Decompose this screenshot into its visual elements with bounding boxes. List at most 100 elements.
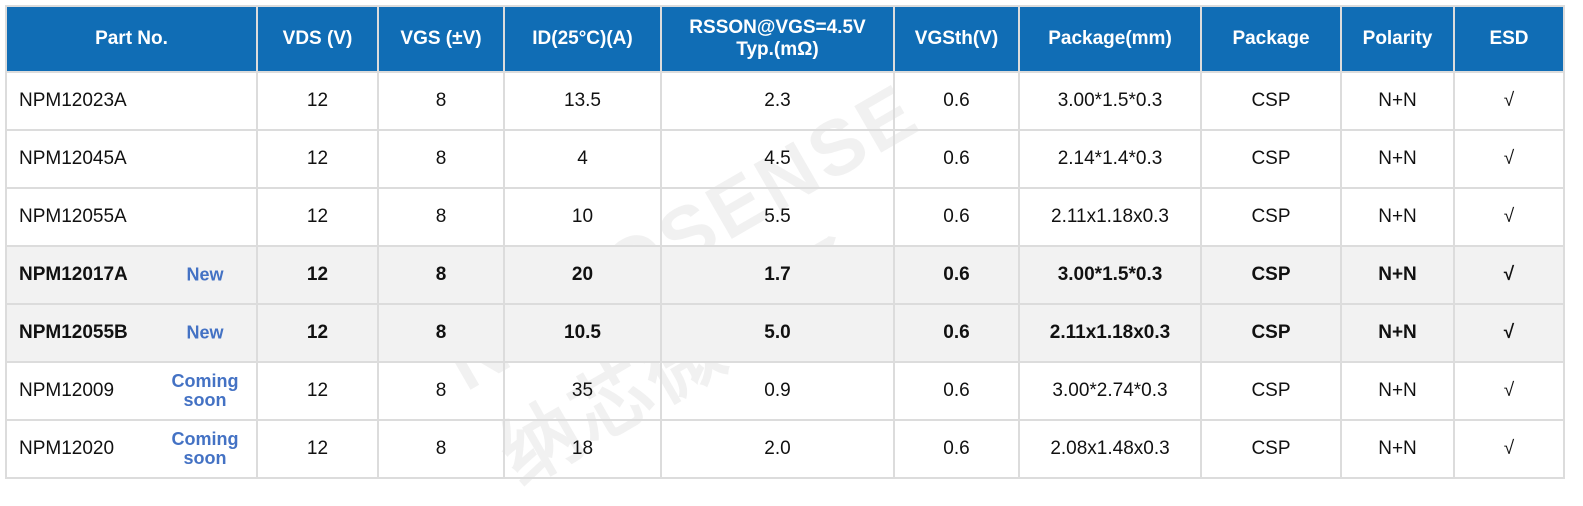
part-number-cell: NPM12055A [5,187,258,247]
table-row: NPM12055A 12 8 10 5.5 0.6 2.11x1.18x0.3 CSP N+N √ [5,187,1565,247]
table-cell: √ [1453,361,1565,421]
table-cell: 2.08x1.48x0.3 [1018,419,1202,479]
part-number-cell: NPM12017A New [5,245,258,305]
part-number-cell: NPM12020 Coming soon [5,419,258,479]
status-badge: Coming soon [171,371,239,410]
table-cell: 8 [377,245,505,305]
column-header: Package [1200,5,1342,73]
table-cell: 0.6 [893,361,1020,421]
table-cell: N+N [1340,245,1455,305]
table-cell: √ [1453,187,1565,247]
table-row: NPM12009 Coming soon 12 8 35 0.9 0.6 3.00*2.74*… [5,361,1565,421]
table-row: NPM12023A 12 8 13.5 2.3 0.6 3.00*1.5*0.3 CSP N+N… [5,71,1565,131]
part-number: NPM12055B [19,322,128,343]
header-row: Part No. VDS (V) VGS (±V) ID(25°C)(A) RSSON@… [5,5,1565,73]
table-cell: √ [1453,71,1565,131]
table-cell: 12 [256,419,379,479]
table-cell: CSP [1200,129,1342,189]
table-cell: CSP [1200,71,1342,131]
part-number-cell: NPM12009 Coming soon [5,361,258,421]
table-cell: 13.5 [503,71,662,131]
table-cell: 3.00*1.5*0.3 [1018,245,1202,305]
table-cell: 35 [503,361,662,421]
table-cell: 3.00*1.5*0.3 [1018,71,1202,131]
part-number: NPM12017A [19,264,128,285]
table-cell: 12 [256,245,379,305]
table-cell: 20 [503,245,662,305]
table-cell: 0.6 [893,129,1020,189]
table-cell: √ [1453,129,1565,189]
part-number: NPM12020 [19,438,115,459]
part-number: NPM12009 [19,380,115,401]
table-cell: 8 [377,419,505,479]
table-cell: 12 [256,129,379,189]
table-row: NPM12017A New 12 8 20 1.7 0.6 3.00*1.5*0.3 CSP N+… [5,245,1565,305]
column-header: VDS (V) [256,5,379,73]
table-cell: 1.7 [660,245,895,305]
part-number: NPM12055A [19,206,127,227]
table-row: NPM12020 Coming soon 12 8 18 2.0 0.6 2.08x1.48x… [5,419,1565,479]
table-cell: 2.3 [660,71,895,131]
table-cell: CSP [1200,245,1342,305]
table-cell: 4.5 [660,129,895,189]
part-number: NPM12045A [19,148,127,169]
table-cell: 0.6 [893,303,1020,363]
table-cell: N+N [1340,71,1455,131]
table-cell: 0.6 [893,187,1020,247]
table-cell: 5.5 [660,187,895,247]
table-cell: 0.6 [893,245,1020,305]
table-cell: N+N [1340,303,1455,363]
table-cell: CSP [1200,361,1342,421]
column-header: ID(25°C)(A) [503,5,662,73]
table-cell: 0.6 [893,419,1020,479]
table-cell: 12 [256,361,379,421]
table-cell: 12 [256,71,379,131]
table-cell: √ [1453,419,1565,479]
part-number-cell: NPM12055B New [5,303,258,363]
column-header: RSSON@VGS=4.5V Typ.(mΩ) [660,5,895,73]
table-cell: 12 [256,187,379,247]
status-badge: Coming soon [171,429,239,468]
table-cell: CSP [1200,303,1342,363]
table-cell: N+N [1340,419,1455,479]
table-cell: 0.9 [660,361,895,421]
column-header: Package(mm) [1018,5,1202,73]
table-cell: √ [1453,303,1565,363]
table-cell: N+N [1340,187,1455,247]
table-cell: 5.0 [660,303,895,363]
table-cell: CSP [1200,419,1342,479]
table-cell: 8 [377,187,505,247]
table-cell: 12 [256,303,379,363]
table-cell: 10.5 [503,303,662,363]
table-cell: 3.00*2.74*0.3 [1018,361,1202,421]
table-cell: √ [1453,245,1565,305]
table-cell: 8 [377,129,505,189]
table-cell: 2.11x1.18x0.3 [1018,303,1202,363]
table-cell: 8 [377,361,505,421]
table-cell: 0.6 [893,71,1020,131]
table-cell: 8 [377,303,505,363]
part-number: NPM12023A [19,90,127,111]
column-header: Polarity [1340,5,1455,73]
table-cell: CSP [1200,187,1342,247]
part-number-cell: NPM12045A [5,129,258,189]
table-cell: N+N [1340,129,1455,189]
table-cell: 10 [503,187,662,247]
product-table: Part No. VDS (V) VGS (±V) ID(25°C)(A) RSSON@… [5,5,1565,479]
table-row: NPM12055B New 12 8 10.5 5.0 0.6 2.11x1.18x0.3 CS… [5,303,1565,363]
table-row: NPM12045A 12 8 4 4.5 0.6 2.14*1.4*0.3 CSP N+N √ [5,129,1565,189]
table-cell: N+N [1340,361,1455,421]
table-cell: 4 [503,129,662,189]
column-header: Part No. [5,5,258,73]
table-cell: 2.11x1.18x0.3 [1018,187,1202,247]
column-header: VGS (±V) [377,5,505,73]
table-cell: 2.0 [660,419,895,479]
part-number-cell: NPM12023A [5,71,258,131]
table-cell: 2.14*1.4*0.3 [1018,129,1202,189]
table-cell: 8 [377,71,505,131]
status-badge: New [186,322,224,343]
column-header: ESD [1453,5,1565,73]
column-header: VGSth(V) [893,5,1020,73]
table-cell: 18 [503,419,662,479]
status-badge: New [186,264,224,285]
